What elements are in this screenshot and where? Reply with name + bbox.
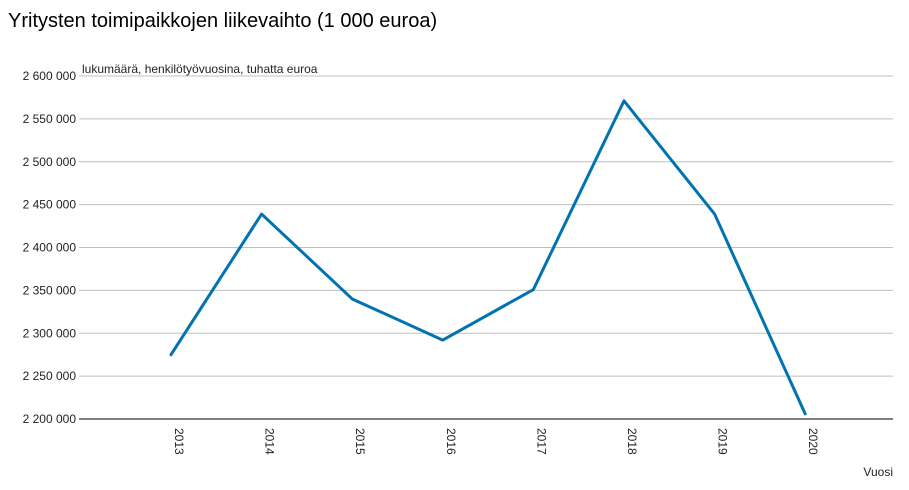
unit-label: lukumäärä, henkilötyövuosina, tuhatta eu…: [82, 62, 318, 76]
x-tick-label: 2015: [353, 428, 367, 455]
y-tick-label: 2 200 000: [23, 412, 77, 426]
chart-title: Yritysten toimipaikkojen liikevaihto (1 …: [8, 10, 438, 32]
series-group: [169, 99, 807, 416]
y-tick-label: 2 600 000: [23, 69, 77, 83]
series-line: [169, 99, 807, 416]
x-tick-label: 2020: [806, 428, 820, 455]
y-tick-label: 2 500 000: [23, 155, 77, 169]
x-tick-label: 2013: [172, 428, 186, 455]
x-tick-label: 2017: [534, 428, 548, 455]
x-axis-label: Vuosi: [863, 465, 893, 479]
y-tick-label: 2 250 000: [23, 369, 77, 383]
x-tick-label: 2019: [716, 428, 730, 455]
y-axis-ticks: 2 200 000 2 250 000 2 300 000 2 350 000 2 40…: [23, 69, 77, 426]
y-tick-label: 2 300 000: [23, 326, 77, 340]
y-tick-label: 2 350 000: [23, 283, 77, 297]
y-tick-label: 2 450 000: [23, 198, 77, 212]
x-tick-label: 2016: [444, 428, 458, 455]
gridlines: [79, 75, 893, 420]
y-tick-label: 2 400 000: [23, 241, 77, 255]
x-axis-ticks: 2013 2014 2015 2016 2017 2018 2019 2020: [172, 428, 820, 455]
y-tick-label: 2 550 000: [23, 112, 77, 126]
x-tick-label: 2018: [625, 428, 639, 455]
x-tick-label: 2014: [263, 428, 277, 455]
